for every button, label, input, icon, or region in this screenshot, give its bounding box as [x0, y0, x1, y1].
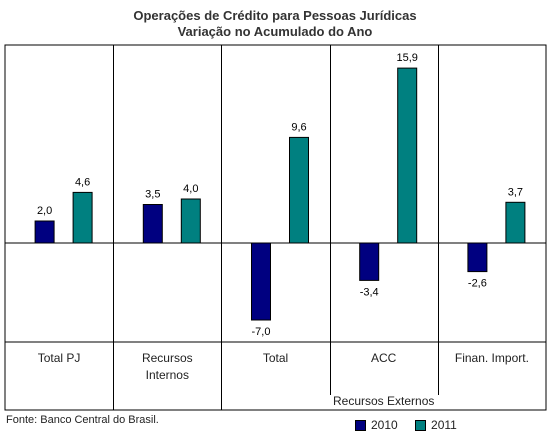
- data-label-2011-3: 15,9: [396, 52, 417, 64]
- bar-2010-2: [251, 242, 271, 321]
- legend-label-2010: 2010: [371, 418, 398, 432]
- category-label-3: ACC: [371, 351, 397, 365]
- data-label-2010-0: 2,0: [37, 205, 52, 217]
- category-label-1: Internos: [146, 368, 189, 382]
- legend: 2010 2011: [355, 418, 471, 434]
- legend-item-2011: 2011: [415, 418, 457, 432]
- data-label-2010-3: -3,4: [360, 286, 379, 298]
- category-label-2: Total: [263, 351, 288, 365]
- bar-2011-2: [289, 136, 309, 244]
- data-label-2011-1: 4,0: [183, 183, 198, 195]
- data-label-2011-0: 4,6: [75, 176, 90, 188]
- chart-title-block: Operações de Crédito para Pessoas Jurídi…: [0, 8, 550, 40]
- group-label-recursos-externos: Recursos Externos: [333, 394, 434, 408]
- bar-2010-1: [142, 204, 163, 244]
- bar-2011-1: [180, 198, 201, 244]
- data-label-2010-4: -2,6: [468, 278, 487, 290]
- bar-2010-3: [359, 242, 380, 281]
- bar-2011-4: [505, 201, 526, 244]
- chart-subtitle: Variação no Acumulado do Ano: [177, 24, 373, 39]
- data-label-2011-2: 9,6: [291, 121, 306, 133]
- legend-swatch-2010: [355, 419, 366, 431]
- bar-2011-0: [72, 191, 93, 244]
- category-label-4: Finan. Import.: [455, 351, 529, 365]
- source-note: Fonte: Banco Central do Brasil.: [6, 414, 159, 426]
- category-label-0: Total PJ: [38, 351, 81, 365]
- data-label-2010-2: -7,0: [252, 326, 271, 338]
- legend-item-2010: 2010: [355, 418, 398, 432]
- data-label-2011-4: 3,7: [508, 186, 523, 198]
- bar-2011-3: [397, 67, 418, 244]
- data-label-2010-1: 3,5: [145, 189, 160, 201]
- bar-2010-4: [467, 242, 488, 273]
- bar-2010-0: [34, 220, 55, 244]
- category-label-1: Recursos: [142, 351, 193, 365]
- legend-swatch-2011: [415, 419, 427, 431]
- chart-frame: [4, 44, 547, 411]
- chart-title: Operações de Crédito para Pessoas Jurídi…: [133, 8, 417, 23]
- legend-label-2011: 2011: [431, 418, 457, 432]
